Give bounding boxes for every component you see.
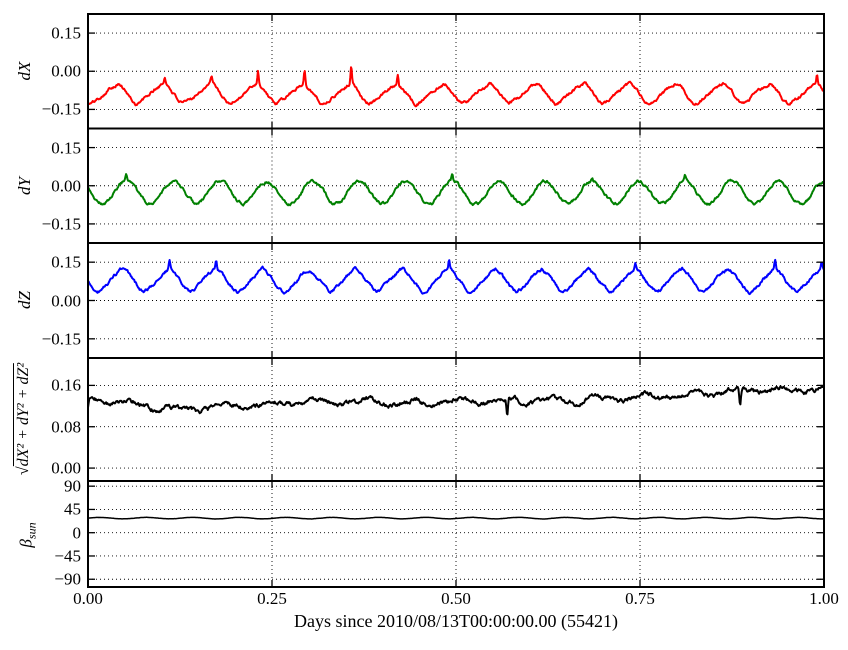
- y-tick-label: 0.08: [51, 417, 81, 437]
- y-tick-label: 0.00: [51, 291, 81, 310]
- x-tick-label: 0.25: [257, 589, 287, 608]
- y-tick-label: 0.15: [51, 23, 81, 43]
- x-axis-title: Days since 2010/08/13T00:00:00.00 (55421…: [294, 611, 618, 631]
- ylabel-dz: dZ: [15, 291, 34, 309]
- y-tick-label: 0.00: [51, 458, 81, 478]
- y-tick-label: 0.00: [51, 61, 81, 81]
- y-tick-label: 0.15: [51, 138, 81, 158]
- x-tick-label: 0.50: [441, 589, 471, 608]
- y-tick-label: 0.15: [51, 252, 81, 272]
- y-tick-label: −0.15: [41, 214, 81, 234]
- ylabel-magnitude: √dX² + dY² + dZ²: [13, 362, 33, 476]
- y-tick-label: 45: [64, 499, 81, 519]
- beta-subscript: sun: [24, 522, 39, 540]
- y-tick-label: −45: [54, 546, 81, 566]
- x-tick-label: 1.00: [809, 589, 839, 608]
- y-tick-label: 90: [64, 476, 81, 496]
- x-tick-label: 0.00: [73, 589, 103, 608]
- y-tick-label: 0.00: [51, 176, 81, 196]
- ylabel-dy: dY: [15, 177, 34, 195]
- ylabel-beta-sun: βsun: [16, 522, 39, 547]
- y-tick-label: 0.16: [51, 375, 81, 395]
- beta-symbol: β: [16, 539, 36, 548]
- ylabel-dx: dX: [15, 61, 34, 81]
- y-tick-label: 0: [72, 523, 82, 543]
- sqrt-radical-icon: √: [15, 466, 32, 476]
- x-tick-label: 0.75: [625, 589, 655, 608]
- y-tick-label: −0.15: [41, 329, 81, 349]
- sqrt-radicand: dX² + dY² + dZ²: [13, 362, 32, 467]
- y-tick-label: −0.15: [41, 99, 81, 119]
- y-tick-label: −90: [54, 569, 81, 589]
